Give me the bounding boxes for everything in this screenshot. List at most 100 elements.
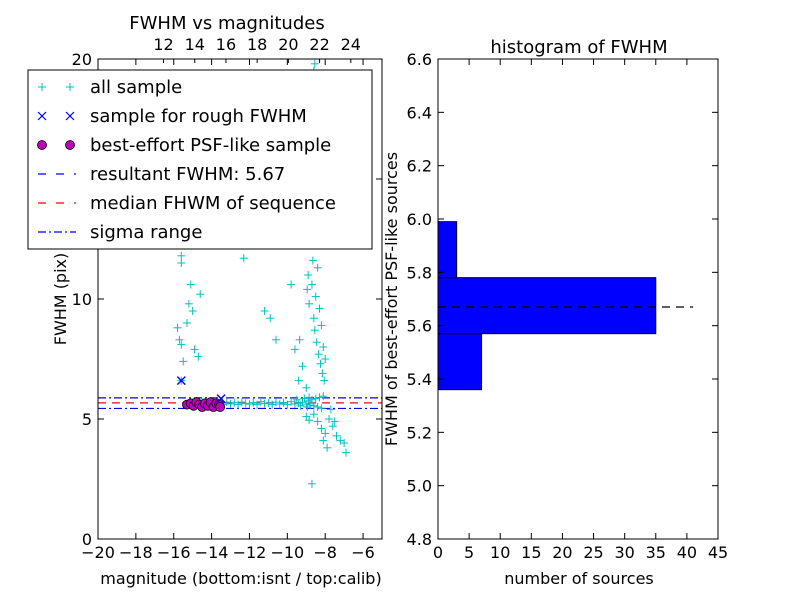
legend-box [27,69,373,250]
scatter-x-tick-label: −14 [195,543,229,562]
histogram-x-axis-label: number of sources [504,569,654,588]
point-all-sample [194,352,203,361]
point-all-sample [315,393,324,402]
scatter-y-tick-label: 20 [72,50,92,69]
point-all-sample [321,355,330,363]
scatter-y-tick-label: 10 [72,290,92,309]
legend-label-all-sample: all sample [90,77,182,98]
point-all-sample [313,403,322,411]
point-all-sample [241,399,250,408]
legend-handle-1 [37,111,75,121]
point-all-sample [300,394,309,403]
point-all-sample [230,398,239,407]
point-rough-sample [176,376,186,386]
histogram-x-tick-label: 45 [708,543,728,562]
histogram-y-tick-label: 6.0 [407,210,432,229]
point-all-sample [175,335,184,344]
point-all-sample [309,314,318,323]
legend-handle-0 [38,83,74,91]
scatter-top-tick-label: 12 [153,35,173,54]
point-all-sample [295,335,304,344]
histogram-x-tick-label: 20 [552,543,572,562]
histogram-x-tick-label: 25 [583,543,603,562]
point-all-sample [279,398,288,407]
point-all-sample [184,299,193,308]
scatter-x-tick-label: −16 [157,543,191,562]
point-all-sample [188,307,197,315]
scatter-top-tick-label: 14 [185,35,205,54]
point-all-sample [310,59,319,68]
point-all-sample [316,359,325,368]
scatter-top-tick-label: 24 [341,35,361,54]
point-all-sample [324,415,333,423]
scatter-legend: all sample sample for rough FWHM best-ef… [27,69,373,250]
point-all-sample [290,345,299,354]
point-all-sample [287,397,296,406]
point-all-sample [305,299,314,308]
legend-label-sigma-range: sigma range [90,222,202,243]
point-all-sample [314,350,323,359]
point-all-sample [311,394,320,403]
point-all-sample [340,439,349,447]
scatter-x-tick-label: −12 [233,543,267,562]
point-all-sample [323,443,332,452]
histogram-title: histogram of FWHM [490,37,667,58]
point-rough-sample [216,394,226,404]
point-all-sample [303,403,312,411]
histogram-bar [437,333,483,391]
point-all-sample [317,424,326,433]
histogram-y-tick-label: 5.0 [407,477,432,496]
point-all-sample [287,280,296,289]
point-all-sample [173,323,182,332]
histogram-y-tick-label: 6.4 [407,103,432,122]
point-all-sample [319,392,328,401]
histogram-y-tick-label: 4.8 [407,530,432,549]
point-all-sample [330,417,339,426]
point-all-sample [296,401,305,410]
point-all-sample [310,326,319,335]
histogram-x-tick-label: 0 [433,543,443,562]
histogram-y-axis-label: FWHM of best-effort PSF-like sources [382,152,401,446]
legend-label-rough-sample: sample for rough FWHM [90,106,307,127]
point-all-sample [328,422,337,431]
histogram-x-tick-label: 15 [521,543,541,562]
scatter-frame [97,58,383,540]
point-all-sample [294,376,303,385]
scatter-y-tick-label: 0 [82,530,92,549]
point-all-sample [307,280,316,289]
legend-label-resultant-fwhm: resultant FWHM: 5.67 [90,164,285,185]
point-all-sample [190,345,199,354]
point-all-sample [177,259,186,267]
point-all-sample [186,280,195,289]
point-all-sample [290,399,299,408]
histogram-x-tick-label: 35 [646,543,666,562]
point-all-sample [292,395,301,404]
point-all-sample [245,400,254,409]
histogram-panel: histogram of FWHM 0 5 10 15 20 25 30 35 40 45 4.8 5… [382,37,728,588]
point-all-sample [264,399,273,408]
point-all-sample [271,335,280,344]
scatter-top-tick-label: 18 [247,35,267,54]
legend-label-median-fwhm: median FHWM of sequence [90,193,336,214]
point-psf-sample [215,402,226,412]
point-all-sample [315,304,324,313]
point-all-sample [307,479,316,488]
histogram-y-tick-label: 6.6 [407,50,432,69]
scatter-title: FWHM vs magnitudes [129,13,324,34]
histogram-x-tick-label: 10 [490,543,510,562]
histogram-bar [437,221,458,279]
point-all-sample [320,376,329,385]
histogram-y-tick-label: 5.6 [407,317,432,336]
point-all-sample [182,319,191,327]
histogram-y-tick-label: 5.2 [407,423,432,442]
point-all-sample [298,398,307,407]
point-all-sample [304,271,313,279]
point-all-sample [260,307,269,315]
point-all-sample [177,340,186,349]
legend-label-psf-sample: best-effort PSF-like sample [90,135,331,156]
scatter-top-tick-label: 16 [216,35,236,54]
point-all-sample [319,436,328,445]
scatter-top-tick-label: 20 [278,35,298,54]
point-all-sample [305,393,314,402]
point-all-sample [303,285,312,294]
